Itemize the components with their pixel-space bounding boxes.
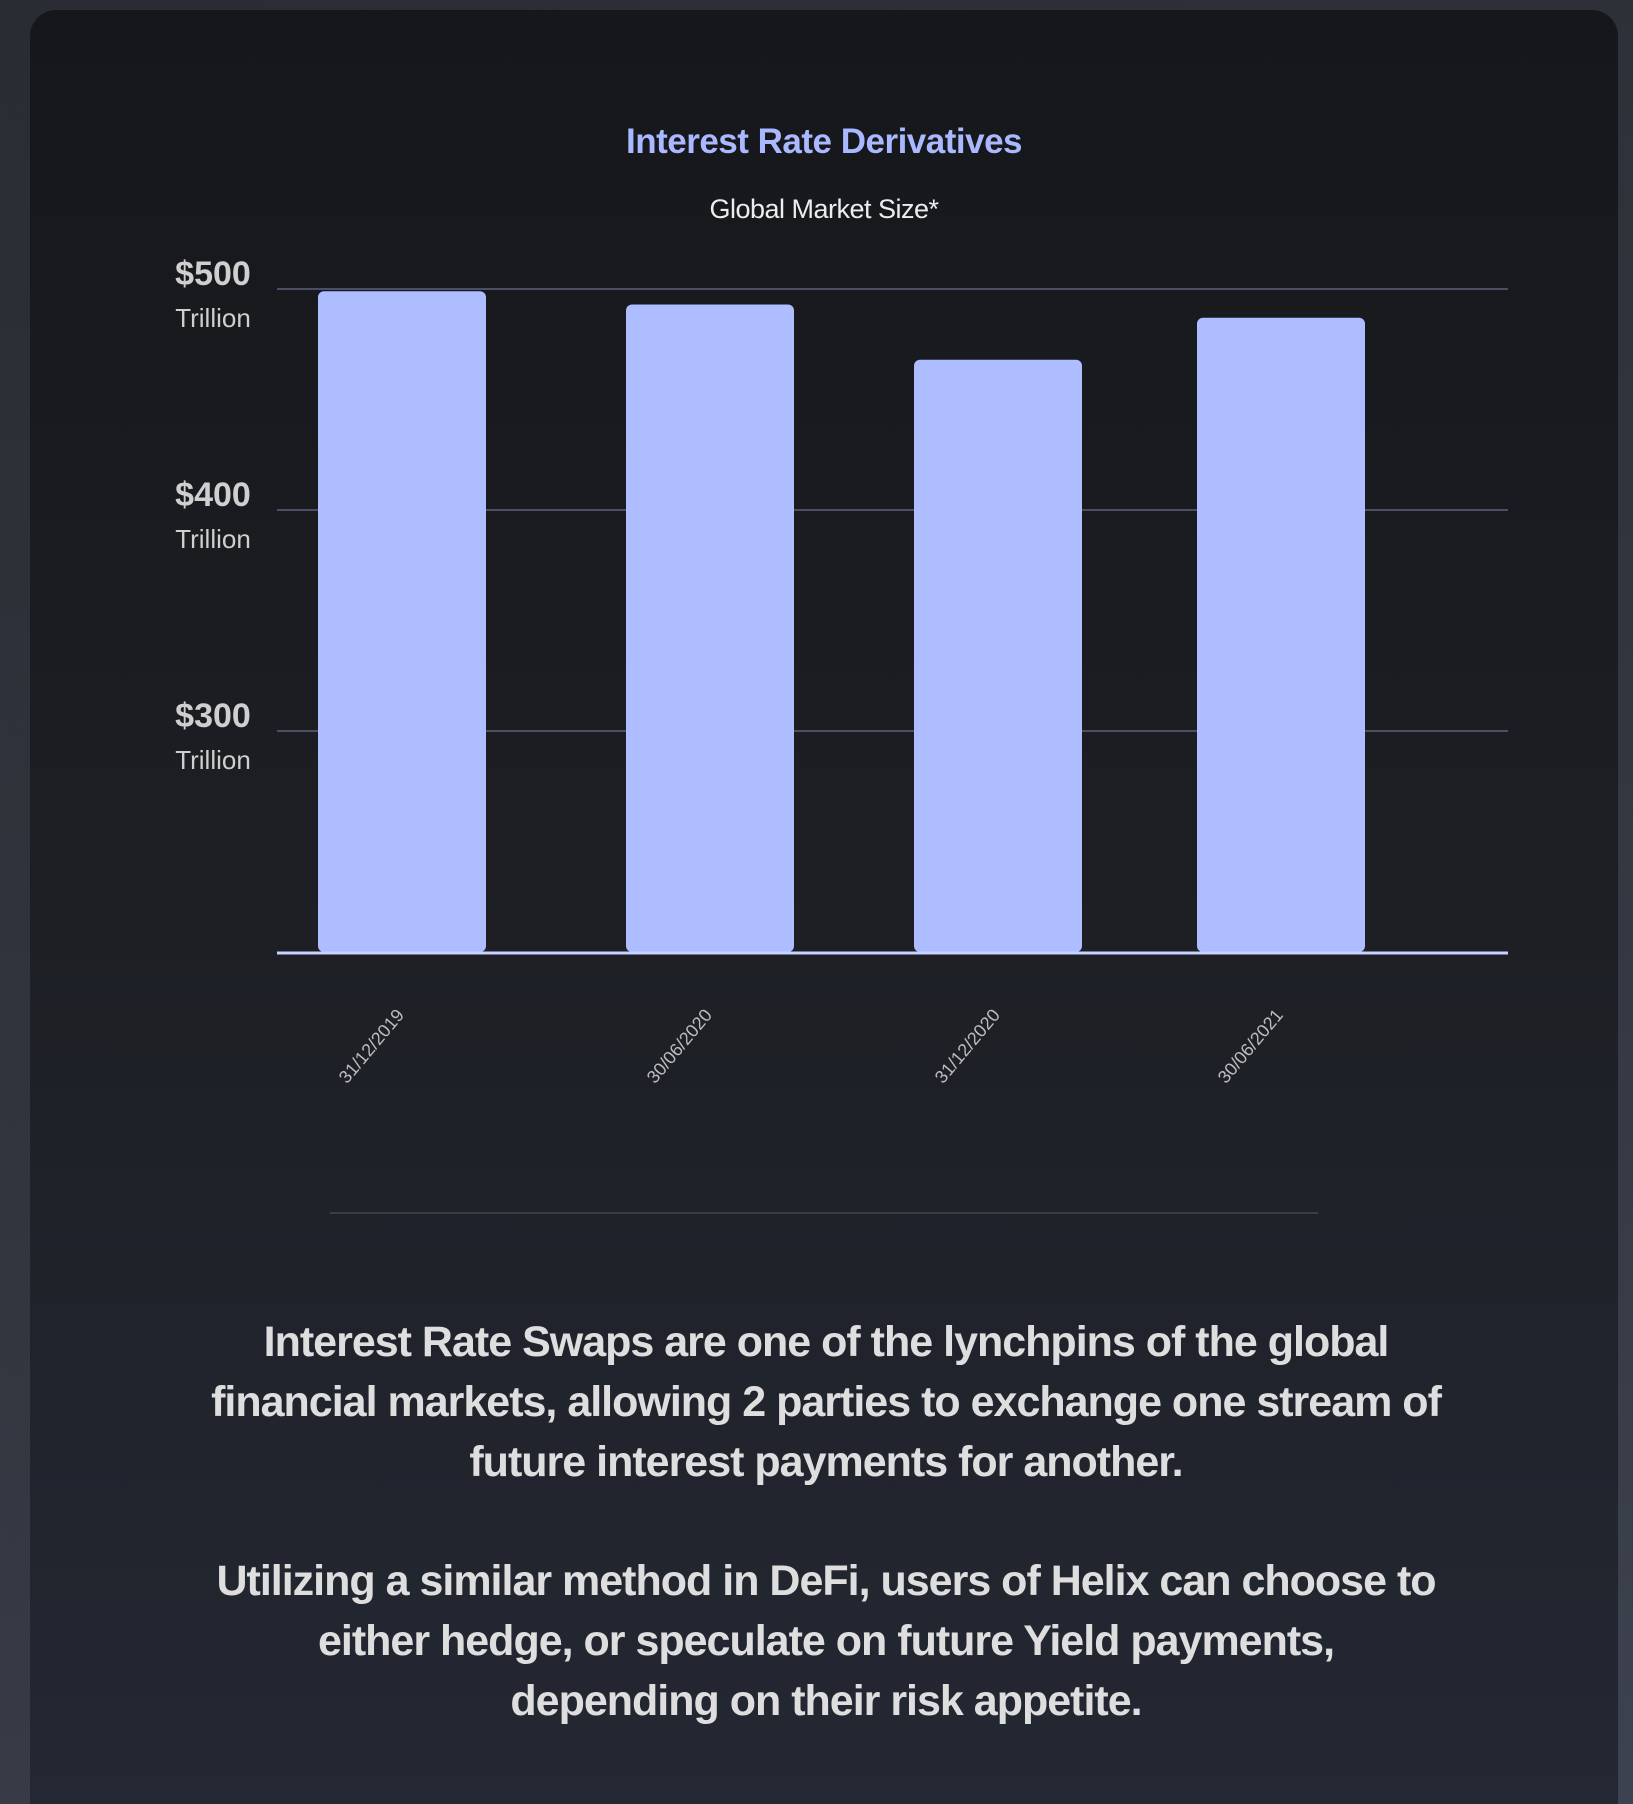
- chart-title: Interest Rate Derivatives: [625, 122, 1023, 161]
- bar: [914, 359, 1082, 953]
- section-divider: [330, 1212, 1318, 1214]
- chart-subtitle: Global Market Size*: [709, 194, 939, 224]
- y-tick-label: $500: [175, 255, 251, 293]
- y-tick-unit: Trillion: [175, 524, 251, 554]
- y-tick-unit: Trillion: [175, 745, 251, 775]
- x-tick-label: 31/12/2020: [931, 1005, 1004, 1087]
- x-tick-label: 30/06/2020: [643, 1005, 716, 1087]
- x-tick-label: 30/06/2021: [1214, 1005, 1287, 1087]
- x-tick-label: 31/12/2019: [335, 1005, 408, 1087]
- y-tick-unit: Trillion: [175, 303, 251, 333]
- chart-card: Interest Rate Derivatives Global Market …: [30, 10, 1618, 1804]
- bar: [1197, 317, 1365, 953]
- bar: [318, 291, 486, 953]
- description-paragraph-2: Utilizing a similar method in DeFi, user…: [216, 1557, 1436, 1725]
- description-paragraph-1: Interest Rate Swaps are one of the lynch…: [211, 1318, 1442, 1486]
- bar: [626, 304, 794, 953]
- y-tick-label: $400: [175, 476, 251, 514]
- bar-chart: $500 Trillion $400 Trillion $300 Trillion 31/1…: [175, 255, 1508, 1087]
- y-tick-label: $300: [175, 697, 251, 735]
